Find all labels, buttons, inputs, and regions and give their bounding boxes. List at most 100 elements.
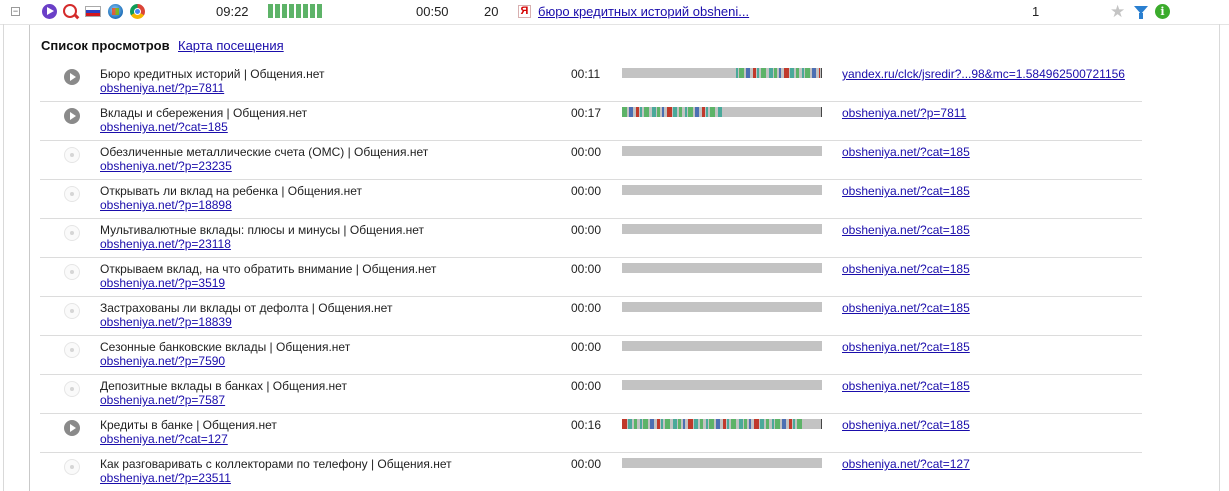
activity-segment: [640, 419, 642, 429]
referrer-link[interactable]: obsheniya.net/?cat=185: [842, 340, 970, 354]
table-row[interactable]: Открывать ли вклад на ребенка | Общения.…: [40, 180, 1142, 219]
table-row[interactable]: Обезличенные металлические счета (ОМС) |…: [40, 141, 1142, 180]
page-url-link[interactable]: obsheniya.net/?cat=185: [100, 120, 228, 134]
table-row[interactable]: Кредиты в банке | Общения.нет obsheniya.…: [40, 414, 1142, 453]
page-url-link[interactable]: obsheniya.net/?p=23235: [100, 159, 232, 173]
view-duration: 00:17: [571, 106, 602, 120]
activity-segment: [622, 419, 627, 429]
table-row[interactable]: Мультивалютные вклады: плюсы и минусы | …: [40, 219, 1142, 258]
activity-segment: [727, 419, 729, 429]
view-duration: 00:00: [571, 262, 602, 276]
activity-segment: [757, 68, 759, 78]
page-url-link[interactable]: obsheniya.net/?p=23118: [100, 237, 231, 251]
page-url-link[interactable]: obsheniya.net/?p=7587: [100, 393, 226, 407]
activity-segment: [650, 419, 654, 429]
table-row[interactable]: Открываем вклад, на что обратить внимани…: [40, 258, 1142, 297]
activity-timeline: [622, 302, 822, 312]
activity-segment: [710, 107, 715, 117]
referrer-link[interactable]: obsheniya.net/?cat=185: [842, 379, 970, 393]
page-url-link[interactable]: obsheniya.net/?p=3519: [100, 276, 226, 290]
referrer-link[interactable]: obsheniya.net/?cat=185: [842, 145, 970, 159]
activity-segment: [782, 419, 786, 429]
tab-view-list[interactable]: Список просмотров: [41, 38, 170, 53]
activity-segment: [673, 107, 677, 117]
referrer-link[interactable]: obsheniya.net/?cat=185: [842, 223, 970, 237]
activity-segment: [739, 68, 744, 78]
activity-bar: [310, 4, 315, 18]
referrer-link[interactable]: obsheniya.net/?cat=127: [842, 457, 970, 471]
activity-segment: [634, 419, 637, 429]
star-icon[interactable]: ★: [1110, 2, 1126, 21]
play-icon[interactable]: [64, 69, 80, 85]
tab-visit-map[interactable]: Карта посещения: [178, 38, 284, 53]
activity-segment: [802, 68, 804, 78]
collapse-toggle[interactable]: −: [11, 6, 20, 16]
page-title: Кредиты в банке | Общения.нет: [100, 418, 277, 432]
table-row[interactable]: Как разговаривать с коллекторами по теле…: [40, 453, 1142, 491]
info-icon[interactable]: i: [1155, 4, 1170, 19]
activity-segment: [662, 107, 664, 117]
table-row[interactable]: Вклады и сбережения | Общения.нет obshen…: [40, 102, 1142, 141]
panel-right-border: [1219, 24, 1220, 491]
view-duration: 00:00: [571, 223, 602, 237]
activity-segment: [716, 419, 720, 429]
activity-segment: [754, 419, 759, 429]
referrer-link[interactable]: obsheniya.net/?cat=185: [842, 418, 970, 432]
referrer-link[interactable]: obsheniya.net/?cat=185: [842, 262, 970, 276]
play-icon[interactable]: [64, 108, 80, 124]
activity-segment: [661, 419, 663, 429]
activity-timeline: [622, 419, 822, 429]
page-url-link[interactable]: obsheniya.net/?cat=127: [100, 432, 228, 446]
referrer-link[interactable]: obsheniya.net/?p=7811: [842, 106, 967, 120]
activity-timeline: [622, 341, 822, 351]
page-url-link[interactable]: obsheniya.net/?p=7590: [100, 354, 226, 368]
activity-timeline: [622, 107, 822, 117]
referrer-link[interactable]: obsheniya.net/?cat=185: [842, 184, 970, 198]
table-row[interactable]: Депозитные вклады в банках | Общения.нет…: [40, 375, 1142, 414]
play-disabled-icon: [64, 381, 80, 397]
page-url-link[interactable]: obsheniya.net/?p=18839: [100, 315, 232, 329]
activity-bar: [317, 4, 322, 18]
activity-segment: [723, 419, 726, 429]
activity-segment: [688, 419, 693, 429]
session-row[interactable]: − 09:22 00:50 20 Я бюро кредитных истори…: [0, 0, 1229, 25]
search-icon: [63, 4, 77, 18]
activity-segment: [789, 419, 792, 429]
filter-icon[interactable]: [1134, 6, 1148, 19]
activity-segment: [749, 419, 751, 429]
page-url-link[interactable]: obsheniya.net/?p=23511: [100, 471, 231, 485]
play-disabled-icon: [64, 342, 80, 358]
activity-segment: [739, 419, 743, 429]
activity-segment: [784, 68, 789, 78]
activity-segment: [628, 419, 632, 429]
activity-bar: [303, 4, 308, 18]
referrer-link[interactable]: yandex.ru/clck/jsredir?...98&mc=1.584962…: [842, 67, 1125, 81]
table-row[interactable]: Застрахованы ли вклады от дефолта | Обще…: [40, 297, 1142, 336]
activity-segment: [769, 68, 773, 78]
table-row[interactable]: Сезонные банковские вклады | Общения.нет…: [40, 336, 1142, 375]
table-row[interactable]: Бюро кредитных историй | Общения.нет obs…: [40, 63, 1142, 102]
timeline-end-marker: [821, 68, 822, 78]
play-icon[interactable]: [64, 420, 80, 436]
activity-segment: [679, 107, 682, 117]
page-url-link[interactable]: obsheniya.net/?p=18898: [100, 198, 232, 212]
play-icon[interactable]: [42, 4, 57, 19]
view-duration: 00:00: [571, 184, 602, 198]
page-url-link[interactable]: obsheniya.net/?p=7811: [100, 81, 225, 95]
activity-segment: [688, 107, 693, 117]
play-disabled-icon: [64, 303, 80, 319]
activity-timeline: [622, 458, 822, 468]
activity-segment: [779, 68, 781, 78]
activity-segment: [797, 419, 802, 429]
landing-link[interactable]: бюро кредитных историй obsheni...: [538, 4, 750, 19]
view-duration: 00:00: [571, 457, 602, 471]
referrer-link[interactable]: obsheniya.net/?cat=185: [842, 301, 970, 315]
activity-segment: [695, 107, 699, 117]
timeline-end-marker: [821, 419, 822, 429]
view-duration: 00:00: [571, 379, 602, 393]
activity-segment: [819, 68, 820, 78]
view-duration: 00:11: [571, 67, 601, 81]
activity-bar: [296, 4, 301, 18]
activity-timeline: [622, 380, 822, 390]
page-title: Бюро кредитных историй | Общения.нет: [100, 67, 325, 81]
